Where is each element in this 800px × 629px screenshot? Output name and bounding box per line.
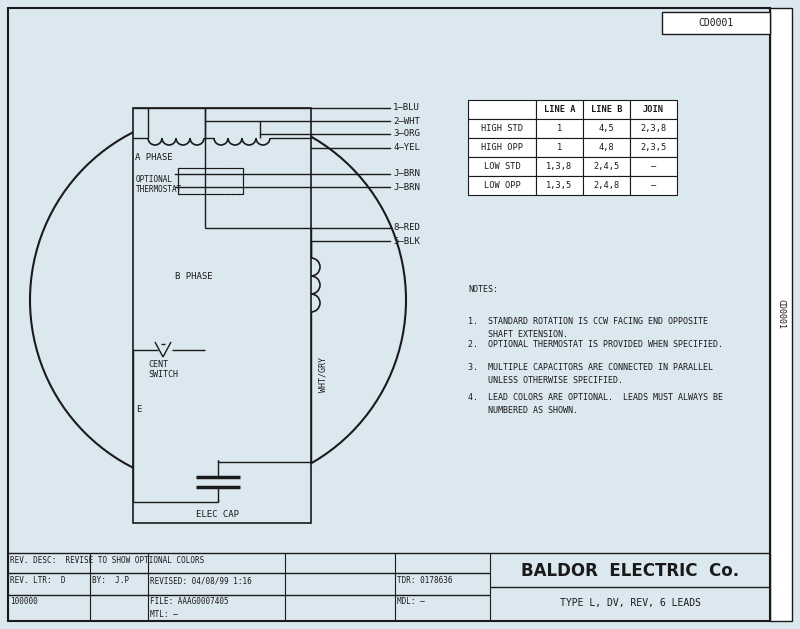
Text: 4–YEL: 4–YEL xyxy=(393,143,420,152)
Bar xyxy=(536,157,583,176)
Text: CD0001: CD0001 xyxy=(698,18,734,28)
Text: 1,3,8: 1,3,8 xyxy=(546,162,573,171)
Text: 1–BLU: 1–BLU xyxy=(393,104,420,113)
Bar xyxy=(178,168,243,194)
Text: 1: 1 xyxy=(557,124,562,133)
Text: 8–RED: 8–RED xyxy=(393,223,420,233)
Text: LINE B: LINE B xyxy=(590,105,622,114)
Text: LOW OPP: LOW OPP xyxy=(484,181,520,190)
Text: 100000: 100000 xyxy=(10,597,38,606)
Text: A PHASE: A PHASE xyxy=(135,153,173,162)
Bar xyxy=(662,12,770,34)
Text: –: – xyxy=(651,162,656,171)
Bar xyxy=(583,119,630,138)
Text: REV. LTR:  D: REV. LTR: D xyxy=(10,576,66,585)
Text: JOIN: JOIN xyxy=(643,105,664,114)
Text: CENT
SWITCH: CENT SWITCH xyxy=(148,360,178,379)
Text: 2,3,8: 2,3,8 xyxy=(640,124,666,133)
Text: MDL: –: MDL: – xyxy=(397,597,425,606)
Bar xyxy=(630,100,677,119)
Text: LOW STD: LOW STD xyxy=(484,162,520,171)
Bar xyxy=(536,176,583,195)
Text: REVISED: 04/08/99 1:16: REVISED: 04/08/99 1:16 xyxy=(150,576,252,585)
Bar xyxy=(468,119,536,138)
Text: 4.  LEAD COLORS ARE OPTIONAL.  LEADS MUST ALWAYS BE
    NUMBERED AS SHOWN.: 4. LEAD COLORS ARE OPTIONAL. LEADS MUST … xyxy=(468,393,723,415)
Bar xyxy=(133,108,311,523)
Text: OPTIONAL
THERMOSTAT: OPTIONAL THERMOSTAT xyxy=(136,175,182,194)
Bar xyxy=(468,100,536,119)
Bar xyxy=(468,138,536,157)
Text: –: – xyxy=(651,181,656,190)
Text: 2.  OPTIONAL THERMOSTAT IS PROVIDED WHEN SPECIFIED.: 2. OPTIONAL THERMOSTAT IS PROVIDED WHEN … xyxy=(468,340,723,349)
Bar xyxy=(468,157,536,176)
Bar xyxy=(468,176,536,195)
Text: BALDOR  ELECTRIC  Co.: BALDOR ELECTRIC Co. xyxy=(521,562,739,580)
Text: TDR: 0178636: TDR: 0178636 xyxy=(397,576,453,585)
Text: 4,8: 4,8 xyxy=(598,143,614,152)
Bar xyxy=(583,100,630,119)
Text: 1: 1 xyxy=(557,143,562,152)
Bar xyxy=(583,157,630,176)
Text: HIGH STD: HIGH STD xyxy=(481,124,523,133)
Text: LINE A: LINE A xyxy=(544,105,575,114)
Bar xyxy=(583,176,630,195)
Text: 1,3,5: 1,3,5 xyxy=(546,181,573,190)
Text: 2–WHT: 2–WHT xyxy=(393,116,420,126)
Text: TYPE L, DV, REV, 6 LEADS: TYPE L, DV, REV, 6 LEADS xyxy=(559,598,701,608)
Text: 3–ORG: 3–ORG xyxy=(393,130,420,138)
Text: MTL: –: MTL: – xyxy=(150,610,178,619)
Text: J–BRN: J–BRN xyxy=(393,169,420,179)
Bar xyxy=(770,8,792,621)
Text: E: E xyxy=(136,405,142,414)
Bar xyxy=(630,119,677,138)
Text: 1.  STANDARD ROTATION IS CCW FACING END OPPOSITE
    SHAFT EXTENSION.: 1. STANDARD ROTATION IS CCW FACING END O… xyxy=(468,317,708,339)
Bar xyxy=(536,100,583,119)
Text: 2,4,5: 2,4,5 xyxy=(594,162,620,171)
Text: 2,4,8: 2,4,8 xyxy=(594,181,620,190)
Text: 4,5: 4,5 xyxy=(598,124,614,133)
Text: NOTES:: NOTES: xyxy=(468,285,498,294)
Text: HIGH OPP: HIGH OPP xyxy=(481,143,523,152)
Text: J–BRN: J–BRN xyxy=(393,182,420,191)
Text: 5–BLK: 5–BLK xyxy=(393,237,420,245)
Text: 3.  MULTIPLE CAPACITORS ARE CONNECTED IN PARALLEL
    UNLESS OTHERWISE SPECIFIED: 3. MULTIPLE CAPACITORS ARE CONNECTED IN … xyxy=(468,363,713,385)
Text: 2,3,5: 2,3,5 xyxy=(640,143,666,152)
Bar xyxy=(536,119,583,138)
Bar xyxy=(630,157,677,176)
Text: REV. DESC:  REVISE TO SHOW OPTIONAL COLORS: REV. DESC: REVISE TO SHOW OPTIONAL COLOR… xyxy=(10,556,204,565)
Bar xyxy=(583,138,630,157)
Text: FILE: AAAG0007405: FILE: AAAG0007405 xyxy=(150,597,229,606)
Bar xyxy=(630,176,677,195)
Bar xyxy=(630,138,677,157)
Text: CD0001: CD0001 xyxy=(777,299,786,329)
Text: WHT/GRY: WHT/GRY xyxy=(318,357,327,392)
Text: BY:  J.P: BY: J.P xyxy=(92,576,129,585)
Text: B PHASE: B PHASE xyxy=(175,272,213,281)
Text: ELEC CAP: ELEC CAP xyxy=(197,510,239,519)
Bar xyxy=(536,138,583,157)
